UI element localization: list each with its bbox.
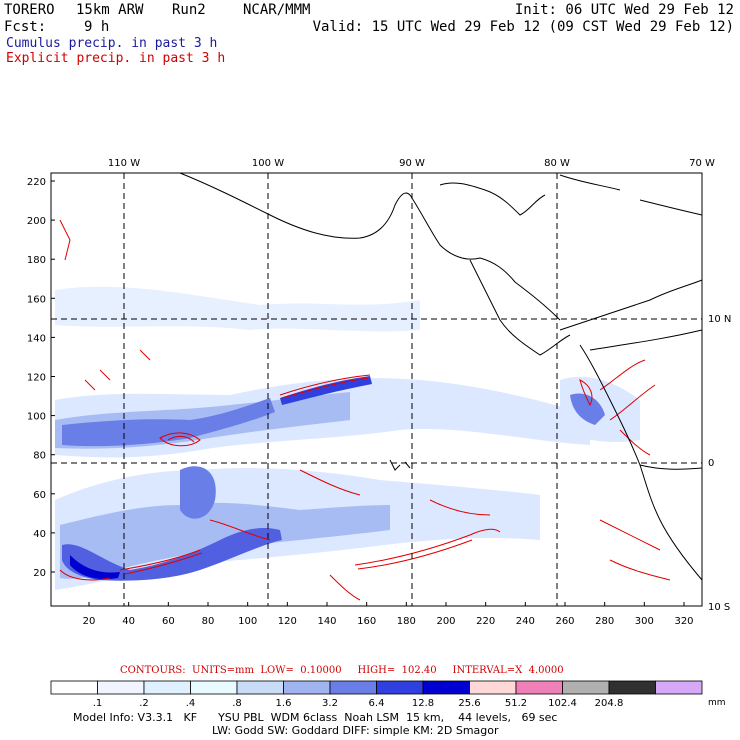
colorbar-label: 102.4: [548, 698, 577, 709]
precip-area: [62, 398, 275, 447]
colorbar-swatch: [655, 680, 703, 695]
colorbar-label: 6.4: [369, 698, 385, 709]
explicit-precip-legend: Explicit precip. in past 3 h: [6, 51, 226, 66]
y-tick-label: 200: [27, 216, 46, 227]
colorbar-swatch: [97, 680, 145, 695]
y-tick-label: 20: [33, 568, 46, 579]
lat-label: 10 N: [708, 314, 731, 325]
contours-low: LOW= 0.10000: [260, 665, 342, 676]
colorbar-label: .8: [232, 698, 242, 709]
x-tick-label: 160: [357, 616, 376, 627]
lon-label: 70 W: [689, 158, 715, 169]
colorbar-swatch: [190, 680, 238, 695]
lat-label: 0: [708, 458, 714, 469]
y-tick-label: 100: [27, 412, 46, 423]
init-time: Init: 06 UTC Wed 29 Feb 12: [514, 2, 734, 18]
model-info-line1: Model Info: V3.3.1 KF YSU PBL WDM 6class…: [73, 711, 558, 724]
forecast-hour: 9 h: [84, 19, 110, 35]
colorbar-label: 3.2: [322, 698, 338, 709]
y-tick-label: 80: [33, 451, 46, 462]
colorbar-label: 51.2: [505, 698, 527, 709]
precip-area: [62, 528, 282, 581]
colorbar-swatch: [50, 680, 98, 695]
y-tick-label: 60: [33, 490, 46, 501]
colorbar-swatch: [562, 680, 610, 695]
x-tick-label: 60: [162, 616, 175, 627]
colorbar-label: .2: [139, 698, 149, 709]
contours-info: CONTOURS: UNITS=mm LOW= 0.10000 HIGH= 10…: [120, 665, 564, 676]
colorbar-swatch: [143, 680, 191, 695]
lon-label: 80 W: [544, 158, 570, 169]
x-axis-ticks: 20 40 60 80 100 120 140 160 180 200 220 240 260 280 30…: [83, 602, 694, 627]
longitude-labels: 110 W 100 W 90 W 80 W 70 W: [108, 158, 715, 169]
precip-area: [180, 466, 216, 519]
y-tick-label: 160: [27, 294, 46, 305]
colorbar-label: 12.8: [412, 698, 434, 709]
latitude-labels: 10 N 0 10 S: [708, 314, 731, 613]
coastlines: [179, 172, 703, 581]
lon-label: 110 W: [108, 158, 140, 169]
y-tick-label: 120: [27, 373, 46, 384]
lat-label: 10 S: [708, 602, 730, 613]
lat-lon-grid: [51, 173, 702, 606]
valid-time: Valid: 15 UTC Wed 29 Feb 12 (09 CST Wed …: [312, 19, 734, 35]
x-tick-label: 20: [83, 616, 96, 627]
precip-area: [70, 555, 120, 580]
y-tick-label: 140: [27, 333, 46, 344]
contours-high: HIGH= 102.40: [357, 665, 437, 676]
y-tick-label: 220: [27, 177, 46, 188]
colorbar-swatch: [376, 680, 424, 695]
x-tick-label: 100: [238, 616, 257, 627]
precip-area: [570, 393, 605, 425]
colorbar-swatch: [469, 680, 517, 695]
colorbar-swatch: [608, 680, 656, 695]
x-tick-label: 180: [397, 616, 416, 627]
forecast-label: Fcst:: [4, 19, 47, 35]
x-tick-label: 140: [317, 616, 336, 627]
contours-label: CONTOURS:: [120, 665, 186, 676]
colorbar-label: .1: [93, 698, 103, 709]
precip-area: [55, 286, 420, 332]
lon-label: 90 W: [399, 158, 425, 169]
colorbar-swatch: [422, 680, 470, 695]
lon-label: 100 W: [252, 158, 284, 169]
x-tick-label: 280: [595, 616, 614, 627]
explicit-contours: [59, 219, 671, 601]
precip-area: [280, 376, 372, 405]
x-tick-label: 200: [436, 616, 455, 627]
org-label: NCAR/MMM: [243, 2, 311, 18]
y-axis-ticks: 220 200 180 160 140 120 100 80 60 40 20: [27, 177, 55, 579]
colorbar-swatch: [283, 680, 331, 695]
colorbar-swatch: [329, 680, 377, 695]
plot-frame: [50, 172, 703, 607]
model-resolution: 15km ARW: [76, 2, 144, 18]
run-label: Run2: [172, 2, 206, 18]
x-tick-label: 40: [122, 616, 135, 627]
colorbar-swatch: [515, 680, 563, 695]
colorbar-labels: .1 .2 .4 .8 1.6 3.2 6.4 12.8 25.6 51.2 102.4 204.8: [93, 698, 624, 709]
model-info-line2: LW: Godd SW: Goddard DIFF: simple KM: 2D…: [212, 724, 499, 737]
model-name: TORERO: [4, 2, 55, 18]
colorbar-swatch: [236, 680, 284, 695]
colorbar: [50, 680, 703, 695]
precip-field: [51, 173, 702, 606]
x-tick-label: 240: [516, 616, 535, 627]
contours-interval: INTERVAL=X 4.0000: [452, 665, 564, 676]
x-tick-label: 220: [476, 616, 495, 627]
colorbar-unit: mm: [708, 698, 726, 708]
colorbar-label: 1.6: [276, 698, 292, 709]
x-tick-label: 300: [635, 616, 654, 627]
x-tick-label: 80: [202, 616, 215, 627]
y-tick-label: 180: [27, 255, 46, 266]
x-tick-label: 320: [674, 616, 693, 627]
colorbar-label: 204.8: [595, 698, 624, 709]
x-tick-label: 120: [278, 616, 297, 627]
contours-units: UNITS=mm: [192, 665, 255, 676]
x-tick-label: 260: [555, 616, 574, 627]
colorbar-label: 25.6: [458, 698, 480, 709]
cumulus-precip-legend: Cumulus precip. in past 3 h: [6, 36, 218, 51]
y-tick-label: 40: [33, 529, 46, 540]
colorbar-label: .4: [186, 698, 196, 709]
